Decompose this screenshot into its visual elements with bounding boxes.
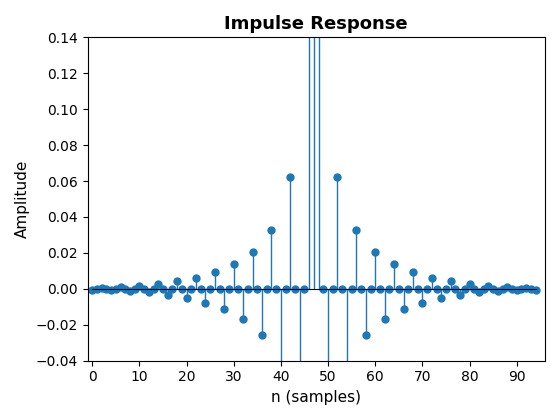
X-axis label: n (samples): n (samples) (271, 390, 361, 405)
Y-axis label: Amplitude: Amplitude (15, 160, 30, 238)
Title: Impulse Response: Impulse Response (225, 15, 408, 33)
